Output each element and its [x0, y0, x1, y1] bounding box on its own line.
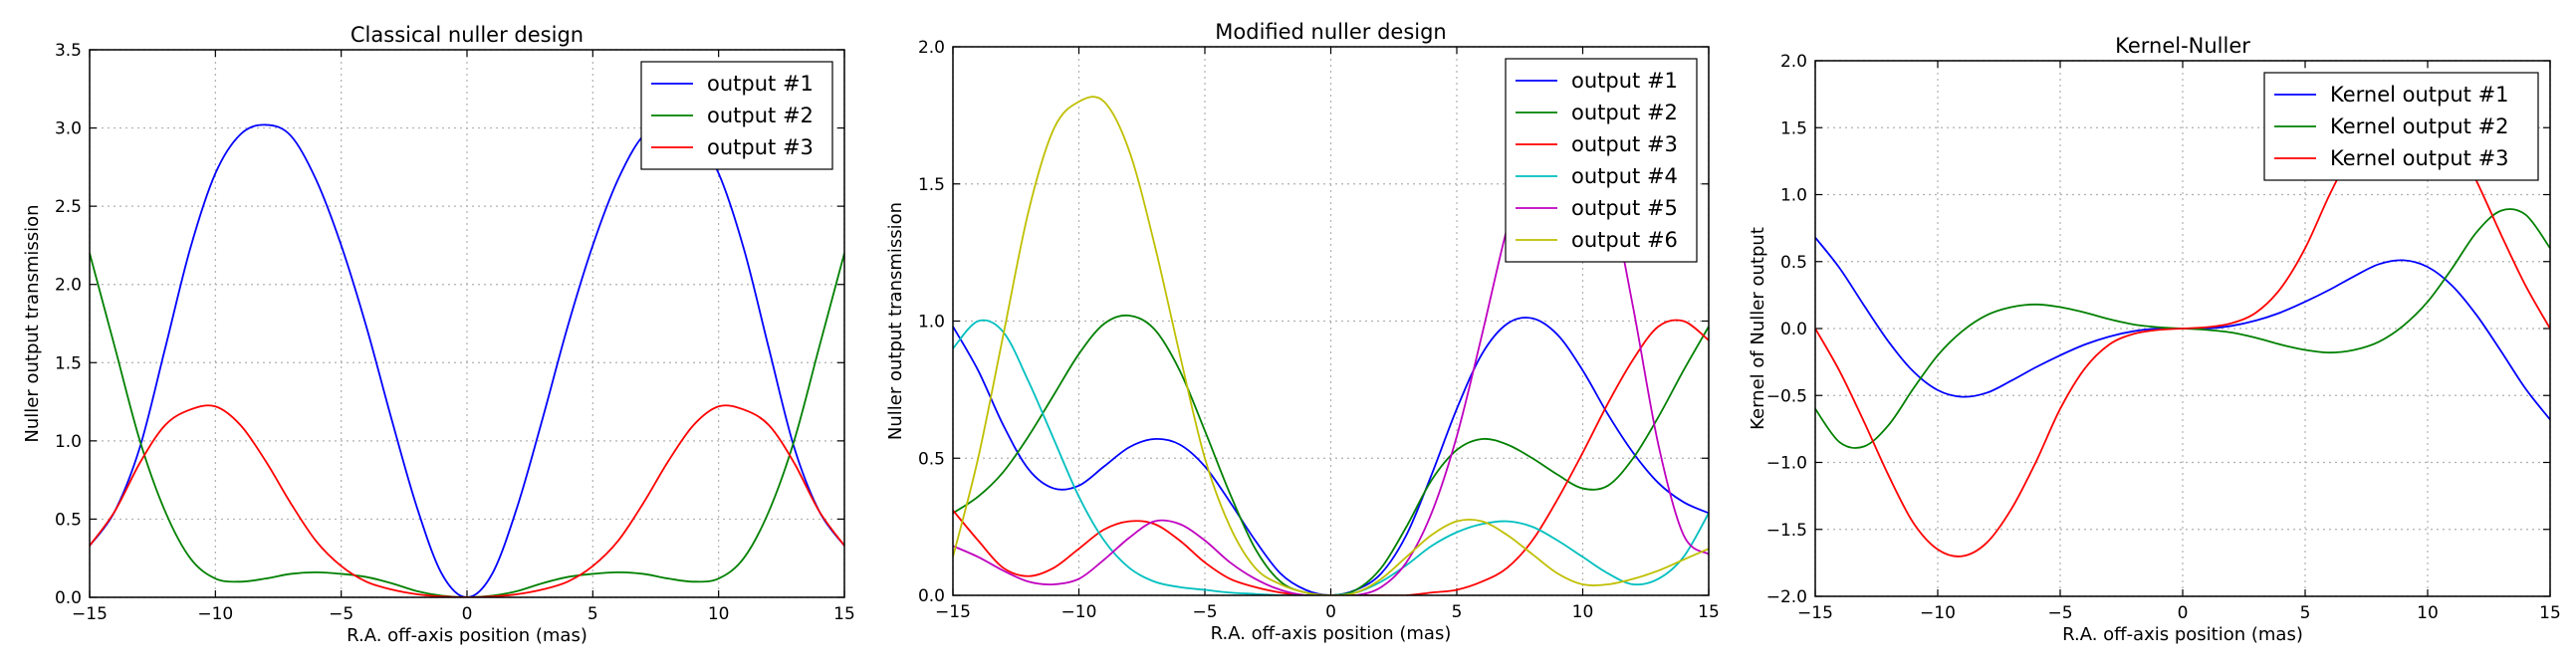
y-tick-label: 1.5	[1780, 118, 1807, 138]
chart-title: Kernel-Nuller	[2115, 34, 2250, 58]
y-tick-label: 0.0	[55, 588, 82, 608]
y-tick-label: −1.0	[1766, 454, 1807, 474]
legend-label-3: Kernel output #3	[2330, 146, 2509, 170]
y-axis-label: Kernel of Nuller output	[1748, 227, 1768, 430]
x-tick-label: −5	[2047, 603, 2072, 623]
x-tick-label: 0	[1325, 602, 1336, 622]
legend-label-1: output #1	[707, 72, 814, 96]
series-line-4	[953, 319, 1709, 595]
x-axis-label: R.A. off-axis position (mas)	[2062, 624, 2303, 645]
x-tick-label: −10	[1920, 603, 1956, 623]
y-tick-label: 2.0	[1780, 52, 1807, 72]
x-tick-label: 10	[1572, 602, 1594, 622]
y-tick-label: 2.0	[918, 38, 945, 58]
legend-label-1: Kernel output #1	[2330, 83, 2509, 107]
y-tick-label: 3.0	[55, 119, 82, 139]
x-tick-label: −15	[1797, 603, 1833, 623]
y-tick-label: 3.5	[55, 41, 82, 61]
chart-title: Classical nuller design	[351, 23, 584, 47]
legend: output #1 output #2 output #3 output #4 outp…	[1505, 58, 1698, 263]
series-line-6	[953, 96, 1709, 595]
x-tick-label: 15	[833, 604, 855, 624]
y-tick-label: 0.5	[918, 449, 945, 469]
y-axis-label: Nuller output transmission	[22, 204, 43, 442]
x-axis-label: R.A. off-axis position (mas)	[347, 625, 587, 646]
series-line-2	[953, 314, 1709, 595]
legend-label-3: output #3	[707, 135, 814, 159]
plot-frame	[952, 46, 1710, 596]
y-tick-label: 0.0	[1780, 320, 1807, 339]
x-tick-label: 0	[2178, 603, 2189, 623]
x-tick-label: 0	[462, 604, 473, 624]
y-tick-label: 1.5	[55, 353, 82, 373]
y-tick-label: −1.5	[1766, 521, 1807, 541]
x-axis-label: R.A. off-axis position (mas)	[1211, 623, 1452, 644]
y-tick-label: 0.0	[918, 586, 945, 606]
x-tick-label: −10	[1061, 602, 1097, 622]
x-tick-label: −15	[935, 602, 971, 622]
plot-frame	[1814, 60, 2551, 597]
y-tick-label: −0.5	[1766, 386, 1807, 406]
x-tick-label: −5	[329, 604, 353, 624]
y-tick-label: 2.0	[55, 276, 82, 296]
legend-label-6: output #6	[1571, 228, 1678, 252]
legend: Kernel output #1 Kernel output #2 Kernel o…	[2263, 72, 2539, 181]
series-line-3	[953, 319, 1709, 595]
series-line-1	[90, 123, 844, 597]
y-tick-label: 1.5	[918, 175, 945, 195]
x-tick-label: 15	[1698, 602, 1720, 622]
legend-label-2: output #2	[1571, 101, 1678, 124]
legend: output #1 output #2 output #3	[640, 61, 833, 170]
chart-panel-2: −15 −10 −5 0 5 10 15 0.0 0.5 1.0 1.5 2.0 Modified nu…	[885, 20, 1720, 644]
chart-panel-3: −15 −10 −5 0 5 10 15 −2.0 −1.5 −1.0 −0.5 0.0 0.5 1.0 1…	[1748, 34, 2561, 645]
chart-panel-1: −15 −10 −5 0 5 10 15 0.0 0.5 1.0 1.5 2.0 2.5 3.0 3.5 Cl…	[22, 23, 855, 646]
y-tick-label: 0.5	[1780, 253, 1807, 273]
legend-box	[1505, 58, 1698, 263]
series-line-3	[90, 404, 844, 597]
x-tick-label: 5	[587, 604, 598, 624]
x-tick-label: 10	[2417, 603, 2439, 623]
y-tick-label: 1.0	[55, 432, 82, 452]
y-tick-label: 1.0	[918, 313, 945, 333]
x-tick-label: 10	[708, 604, 730, 624]
y-axis-label: Nuller output transmission	[885, 202, 906, 440]
x-tick-label: 15	[2539, 603, 2561, 623]
y-tick-label: −2.0	[1766, 587, 1807, 607]
x-tick-label: −10	[197, 604, 233, 624]
legend-label-5: output #5	[1571, 196, 1678, 220]
plot-frame	[89, 49, 845, 598]
legend-label-2: Kernel output #2	[2330, 114, 2509, 138]
y-tick-label: 1.0	[1780, 186, 1807, 206]
x-tick-label: 5	[2300, 603, 2311, 623]
chart-title: Modified nuller design	[1215, 20, 1446, 44]
x-tick-label: −5	[1192, 602, 1217, 622]
y-tick-label: 0.5	[55, 510, 82, 530]
y-tick-label: 2.5	[55, 197, 82, 217]
legend-label-3: output #3	[1571, 132, 1678, 156]
legend-label-1: output #1	[1571, 69, 1678, 93]
legend-label-2: output #2	[707, 104, 814, 127]
series-line-2	[90, 253, 844, 597]
x-tick-label: 5	[1452, 602, 1463, 622]
x-tick-label: −15	[72, 604, 108, 624]
legend-label-4: output #4	[1571, 164, 1678, 188]
